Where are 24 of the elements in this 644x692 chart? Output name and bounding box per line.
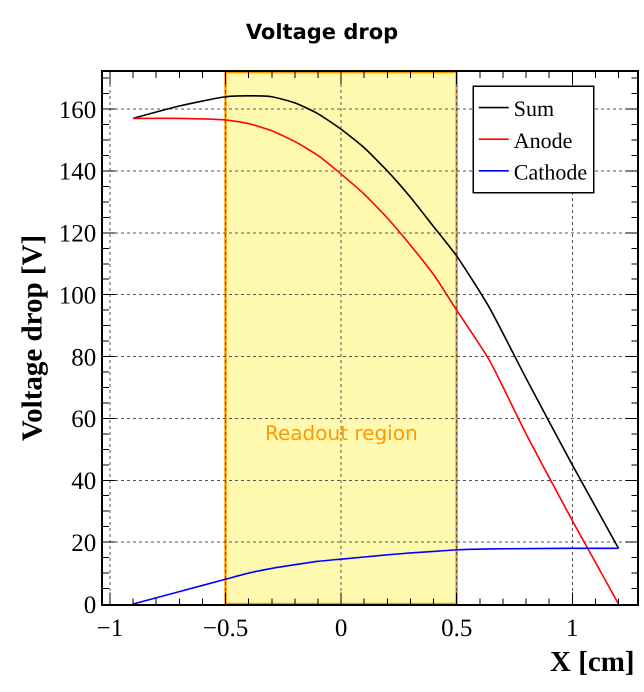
y-tick-label: 0 [84,592,96,619]
legend-label: Anode [514,128,572,153]
y-tick-label: 160 [58,96,96,124]
x-tick-label: 0 [334,614,348,642]
legend-label: Cathode [514,159,588,184]
y-tick-label: 20 [71,530,96,557]
line-series [132,118,620,604]
x-axis-title: X [cm] [550,646,635,678]
x-tick-label: 0.5 [441,614,472,642]
legend-label: Sum [514,96,554,122]
y-tick-label: 100 [58,282,96,310]
y-axis-title: Voltage drop [V] [16,234,49,442]
line-series [132,548,620,604]
x-tick-label: −1 [96,614,124,642]
y-tick-label: 60 [71,406,96,434]
x-tick-label: 1 [566,614,579,642]
y-tick-label: 120 [58,220,96,248]
y-tick-label: 140 [58,158,96,186]
y-tick-label: 80 [71,344,96,372]
y-tick-label: 40 [71,468,96,496]
x-tick-label: −0.5 [202,614,248,642]
band-label: Readout region [265,421,418,445]
line-series [132,95,620,550]
chart-title: Voltage drop [246,20,398,44]
